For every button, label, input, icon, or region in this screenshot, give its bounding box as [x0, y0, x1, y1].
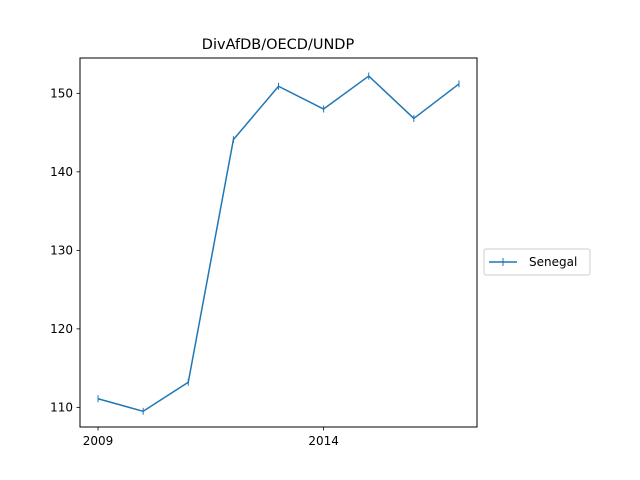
legend-box — [483, 248, 591, 276]
y-tick-label: 110 — [50, 401, 73, 415]
y-tick-label: 130 — [50, 244, 73, 258]
series-line-senegal — [97, 75, 460, 413]
chart-title: DivAfDB/OECD/UNDP — [202, 37, 355, 53]
y-tick-label: 150 — [50, 87, 73, 101]
plot-area-frame — [79, 57, 478, 428]
y-tick-label: 120 — [50, 322, 73, 336]
y-tick-label: 140 — [50, 165, 73, 179]
x-tick-label: 2014 — [308, 434, 339, 448]
legend-label-senegal: Senegal — [529, 255, 577, 269]
legend: Senegal — [483, 248, 591, 276]
x-tick-label: 2009 — [83, 434, 114, 448]
